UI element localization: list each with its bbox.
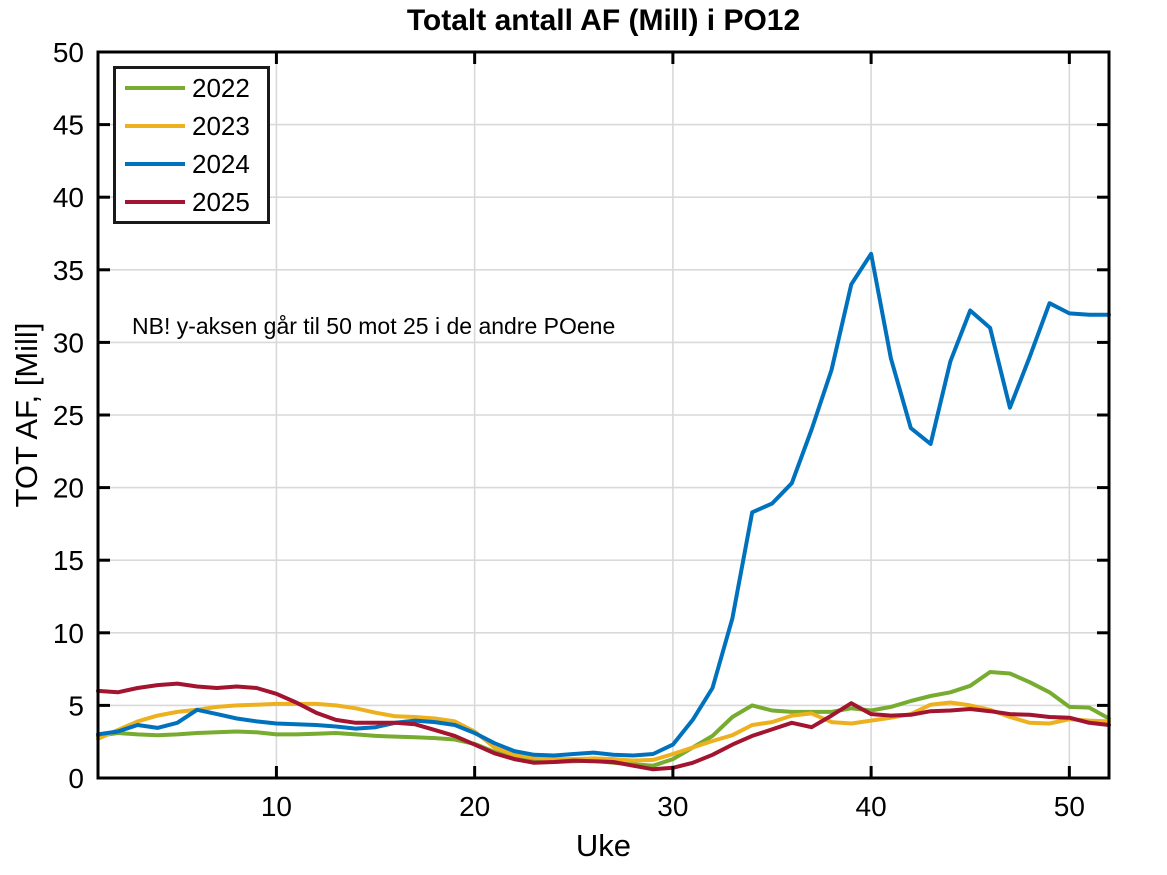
legend-item-1: 2023 — [125, 113, 267, 139]
y-tick-label: 35 — [53, 255, 84, 286]
x-tick-label: 40 — [856, 791, 887, 822]
y-tick-label: 30 — [53, 327, 84, 358]
legend-item-0: 2022 — [125, 75, 267, 101]
legend-swatch-3 — [125, 200, 185, 204]
series-line-2024 — [96, 251, 1111, 758]
y-tick-labels: 0 5 10 15 20 25 30 35 40 45 50 — [53, 37, 84, 794]
series-line-2023 — [96, 700, 1111, 763]
y-axis-label: TOT AF, [Mill] — [9, 322, 44, 508]
y-tick-label: 5 — [68, 690, 84, 721]
legend-label-1: 2023 — [192, 111, 250, 141]
y-tick-label: 50 — [53, 37, 84, 68]
legend-swatch-0 — [125, 86, 185, 90]
legend-label-3: 2025 — [192, 187, 250, 217]
legend-label-2: 2024 — [192, 149, 250, 179]
y-tick-label: 0 — [68, 763, 84, 794]
y-tick-label: 10 — [53, 618, 84, 649]
x-tick-label: 50 — [1054, 791, 1085, 822]
y-tick-label: 45 — [53, 110, 84, 141]
x-axis-label: Uke — [575, 828, 632, 863]
legend-swatch-2 — [125, 162, 185, 166]
legend-item-3: 2025 — [125, 189, 267, 215]
x-tick-label: 20 — [459, 791, 490, 822]
tick-marks — [98, 50, 1109, 780]
y-tick-label: 20 — [53, 473, 84, 504]
y-tick-label: 40 — [53, 182, 84, 213]
x-tick-label: 10 — [261, 791, 292, 822]
y-tick-label: 15 — [53, 545, 84, 576]
legend-item-2: 2024 — [125, 151, 267, 177]
x-tick-labels: 10 20 30 40 50 — [261, 791, 1085, 822]
legend-swatch-1 — [125, 124, 185, 128]
legend: 2022 2023 2024 2025 — [113, 66, 270, 224]
x-tick-label: 30 — [657, 791, 688, 822]
legend-label-0: 2022 — [192, 73, 250, 103]
y-tick-label: 25 — [53, 400, 84, 431]
chart-title: Totalt antall AF (Mill) i PO12 — [406, 4, 801, 37]
chart-annotation: NB! y-aksen går til 50 mot 25 i de andre… — [132, 313, 616, 339]
series-line-2025 — [96, 681, 1111, 772]
